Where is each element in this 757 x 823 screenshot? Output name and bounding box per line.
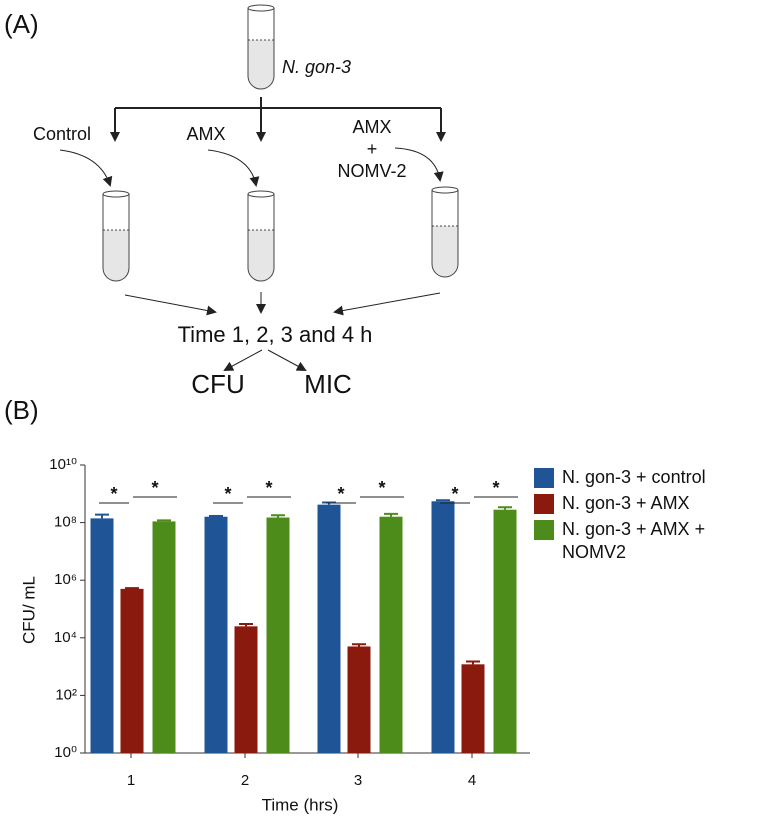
branch-lines	[110, 97, 446, 142]
bar	[493, 509, 517, 753]
legend-label: N. gon-3 + AMX + NOMV2	[562, 519, 706, 562]
error-bar	[498, 506, 512, 510]
source-label: N. gon-3	[282, 57, 351, 77]
tube	[247, 4, 275, 90]
legend-label: N. gon-3 + control	[562, 467, 706, 487]
significance-label: *	[378, 478, 385, 498]
error-bar	[209, 514, 223, 517]
time-label: Time 1, 2, 3 and 4 h	[178, 322, 373, 347]
error-bar	[271, 514, 285, 518]
tubes	[102, 186, 459, 282]
x-tick-label: 1	[127, 772, 135, 789]
legend: N. gon-3 + control N. gon-3 + AMX N. gon-3…	[534, 466, 754, 567]
y-tick-label: 10⁸	[54, 514, 77, 531]
bar	[204, 516, 228, 753]
significance-label: *	[492, 478, 499, 498]
error-bar	[239, 623, 253, 627]
panel-label: (A)	[4, 9, 39, 39]
error-bar	[352, 643, 366, 647]
error-bar	[95, 513, 109, 519]
branch-label: NOMV-2	[337, 161, 406, 181]
significance-label: *	[224, 484, 231, 504]
branch-label: AMX	[352, 117, 391, 137]
bar	[317, 504, 341, 753]
y-tick-label: 10⁰	[54, 744, 77, 761]
y-tick-label: 10²	[55, 686, 77, 703]
error-bar	[384, 512, 398, 517]
y-tick-label: 10⁶	[54, 571, 77, 588]
x-tick-label: 3	[354, 772, 362, 789]
significance-label: *	[451, 484, 458, 504]
error-bar	[157, 519, 171, 522]
branch-label: AMX	[186, 124, 225, 144]
legend-swatch	[534, 494, 554, 514]
significance-label: *	[265, 478, 272, 498]
bar	[347, 646, 371, 753]
y-axis-label: CFU/ mL	[19, 576, 38, 644]
legend-entry: N. gon-3 + control	[534, 466, 754, 489]
bar	[234, 626, 258, 753]
bar	[379, 516, 403, 753]
legend-label: N. gon-3 + AMX	[562, 493, 690, 513]
converge-arrows	[124, 292, 441, 371]
output-label: CFU	[191, 369, 244, 399]
x-tick-label: 2	[241, 772, 249, 789]
x-tick-label: 4	[468, 772, 476, 789]
y-tick-label: 10¹⁰	[49, 456, 77, 473]
branch-label: +	[367, 139, 378, 159]
bar	[152, 521, 176, 753]
significance-label: *	[151, 478, 158, 498]
bar	[461, 664, 485, 753]
curved-arrows	[59, 147, 444, 187]
legend-swatch	[534, 468, 554, 488]
legend-swatch	[534, 520, 554, 540]
x-axis-label: Time (hrs)	[262, 795, 339, 814]
legend-entry: N. gon-3 + AMX + NOMV2	[534, 518, 754, 564]
output-label: MIC	[304, 369, 352, 399]
bar	[90, 518, 114, 753]
error-bar	[466, 660, 480, 665]
bar	[431, 501, 455, 753]
legend-entry: N. gon-3 + AMX	[534, 492, 754, 515]
significance-label: *	[337, 484, 344, 504]
bar	[266, 517, 290, 753]
significance-label: *	[110, 484, 117, 504]
error-bar	[436, 499, 450, 502]
error-bar	[125, 587, 139, 590]
bar	[120, 588, 144, 753]
panel-label: (B)	[4, 395, 39, 425]
branch-label: Control	[33, 124, 91, 144]
y-tick-label: 10⁴	[54, 629, 77, 646]
